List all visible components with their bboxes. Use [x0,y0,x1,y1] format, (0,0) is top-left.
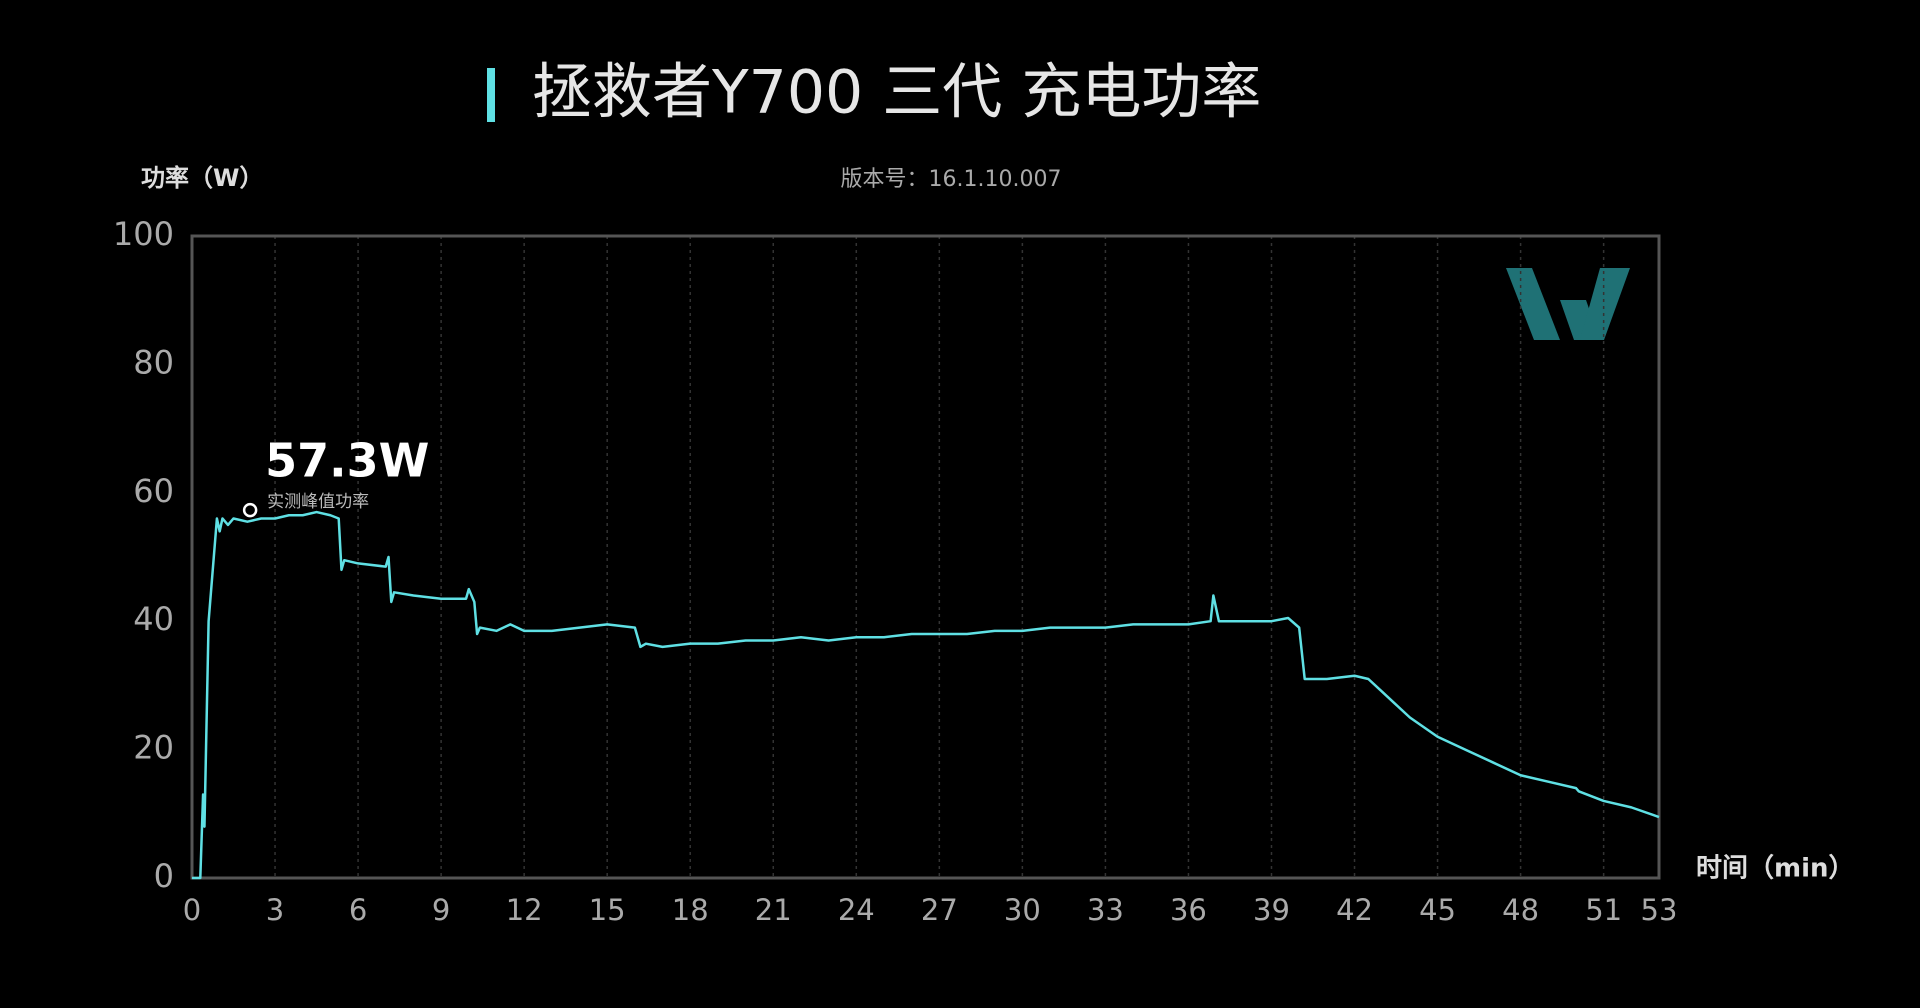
y-tick-label: 20 [133,729,174,767]
y-tick-label: 80 [133,343,174,381]
x-tick-label: 33 [1087,893,1124,927]
x-tick-label: 6 [349,893,367,927]
y-tick-label: 60 [133,472,174,510]
y-tick-label: 0 [154,857,174,895]
x-tick-label: 36 [1170,893,1207,927]
x-tick-label: 24 [838,893,875,927]
x-tick-label: 53 [1641,893,1678,927]
peak-label: 57.3W [265,434,429,488]
x-tick-label: 42 [1336,893,1373,927]
x-tick-label: 0 [183,893,201,927]
x-tick-label: 12 [506,893,543,927]
x-tick-label: 18 [672,893,709,927]
logo [1506,268,1630,340]
x-tick-label: 30 [1004,893,1041,927]
subtitle: 版本号：16.1.10.007 [841,167,1062,192]
x-tick-label: 39 [1253,893,1290,927]
peak-marker [242,502,258,518]
x-tick-label: 48 [1502,893,1539,927]
chart-title: 拯救者Y700 三代 充电功率 [532,58,1261,128]
x-tick-label: 51 [1585,893,1622,927]
plot-frame [190,234,1661,880]
y-axis-label: 功率（W） [141,164,263,192]
line [192,510,1660,880]
x-tick-label: 9 [432,893,450,927]
x-axis-label: 时间（min） [1696,854,1855,884]
peak-note: 实测峰值功率 [267,492,369,512]
x-tick-label: 45 [1419,893,1456,927]
title-bar [487,68,495,122]
x-tick-label: 15 [589,893,626,927]
y-tick-label: 40 [133,600,174,638]
x-tick-label: 21 [755,893,792,927]
x-tick-label: 27 [921,893,958,927]
y-tick-label: 100 [113,215,174,253]
x-tick-label: 3 [266,893,284,927]
